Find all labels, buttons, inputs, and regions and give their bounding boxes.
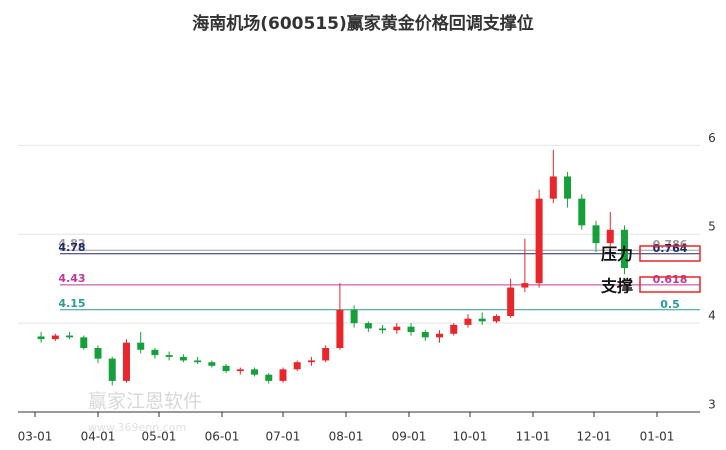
candle-body xyxy=(236,369,244,372)
support-label: 支撑 xyxy=(600,277,633,296)
candle-body xyxy=(521,283,529,288)
candle-body xyxy=(564,176,572,199)
candle-body xyxy=(592,225,600,244)
candle-body xyxy=(137,342,145,350)
candle-body xyxy=(549,176,557,199)
candle-body xyxy=(606,229,614,244)
y-tick-label: 6 xyxy=(708,131,716,145)
watermark-url: www.369enn.com xyxy=(88,421,186,434)
candle-body xyxy=(151,349,159,356)
level-ratio-label: 0.764 xyxy=(653,242,688,255)
candle-body xyxy=(37,336,45,340)
level-price-label: 4.43 xyxy=(58,272,85,285)
x-tick-label: 10-01 xyxy=(453,430,488,444)
x-tick-label: 09-01 xyxy=(392,430,427,444)
candle-body xyxy=(222,365,230,372)
candle-body xyxy=(620,229,628,268)
candle-body xyxy=(165,355,173,357)
candle-body xyxy=(307,360,315,363)
x-tick-label: 04-01 xyxy=(81,430,116,444)
candle-body xyxy=(293,362,301,370)
candle-body xyxy=(194,360,202,363)
candle-body xyxy=(51,335,59,340)
level-ratio-label: 0.618 xyxy=(653,273,688,286)
x-tick-label: 03-01 xyxy=(18,430,53,444)
chart-title: 海南机场(600515)赢家黄金价格回调支撑位 xyxy=(192,13,534,34)
level-ratio-label: 0.5 xyxy=(660,298,680,311)
y-tick-label: 5 xyxy=(708,220,716,234)
candle-body xyxy=(464,318,472,325)
support-box xyxy=(639,276,701,293)
candle-body xyxy=(350,309,358,324)
level-price-label: 4.82 xyxy=(58,237,85,250)
candle-body xyxy=(379,328,387,331)
level-price-label: 4.78 xyxy=(58,241,85,254)
y-tick-label: 3 xyxy=(708,398,716,412)
candle-body xyxy=(265,374,273,381)
candle-body xyxy=(492,316,500,322)
candle-body xyxy=(94,348,102,359)
candle-body xyxy=(478,318,486,322)
candle-body xyxy=(208,362,216,366)
candle-body xyxy=(179,356,187,361)
candle-body xyxy=(364,323,372,329)
candle-body xyxy=(108,358,116,381)
candle-body xyxy=(535,198,543,284)
candle-body xyxy=(578,198,586,226)
candle-body xyxy=(436,333,444,338)
candle-body xyxy=(279,369,287,381)
x-tick-label: 06-01 xyxy=(205,430,240,444)
x-tick-label: 12-01 xyxy=(577,430,612,444)
resistance-label: 压力 xyxy=(601,245,633,264)
candle-body xyxy=(251,369,259,375)
candle-body xyxy=(122,342,130,381)
candle-body xyxy=(336,309,344,348)
level-ratio-label: 0.786 xyxy=(653,238,688,251)
candle-body xyxy=(407,326,415,332)
candle-body xyxy=(450,324,458,334)
candle-body xyxy=(393,326,401,331)
x-tick-label: 05-01 xyxy=(142,430,177,444)
watermark: 赢家江恩软件 xyxy=(88,391,202,413)
candle-body xyxy=(507,287,515,316)
x-tick-label: 01-01 xyxy=(640,430,675,444)
candle-body xyxy=(421,332,429,338)
candle-body xyxy=(66,335,74,338)
candle-body xyxy=(80,337,88,348)
resistance-box xyxy=(639,245,701,262)
candle-body xyxy=(322,348,330,361)
x-tick-label: 11-01 xyxy=(516,430,551,444)
y-tick-label: 4 xyxy=(708,309,716,323)
x-tick-label: 07-01 xyxy=(266,430,301,444)
level-price-label: 4.15 xyxy=(58,297,85,310)
x-tick-label: 08-01 xyxy=(329,430,364,444)
